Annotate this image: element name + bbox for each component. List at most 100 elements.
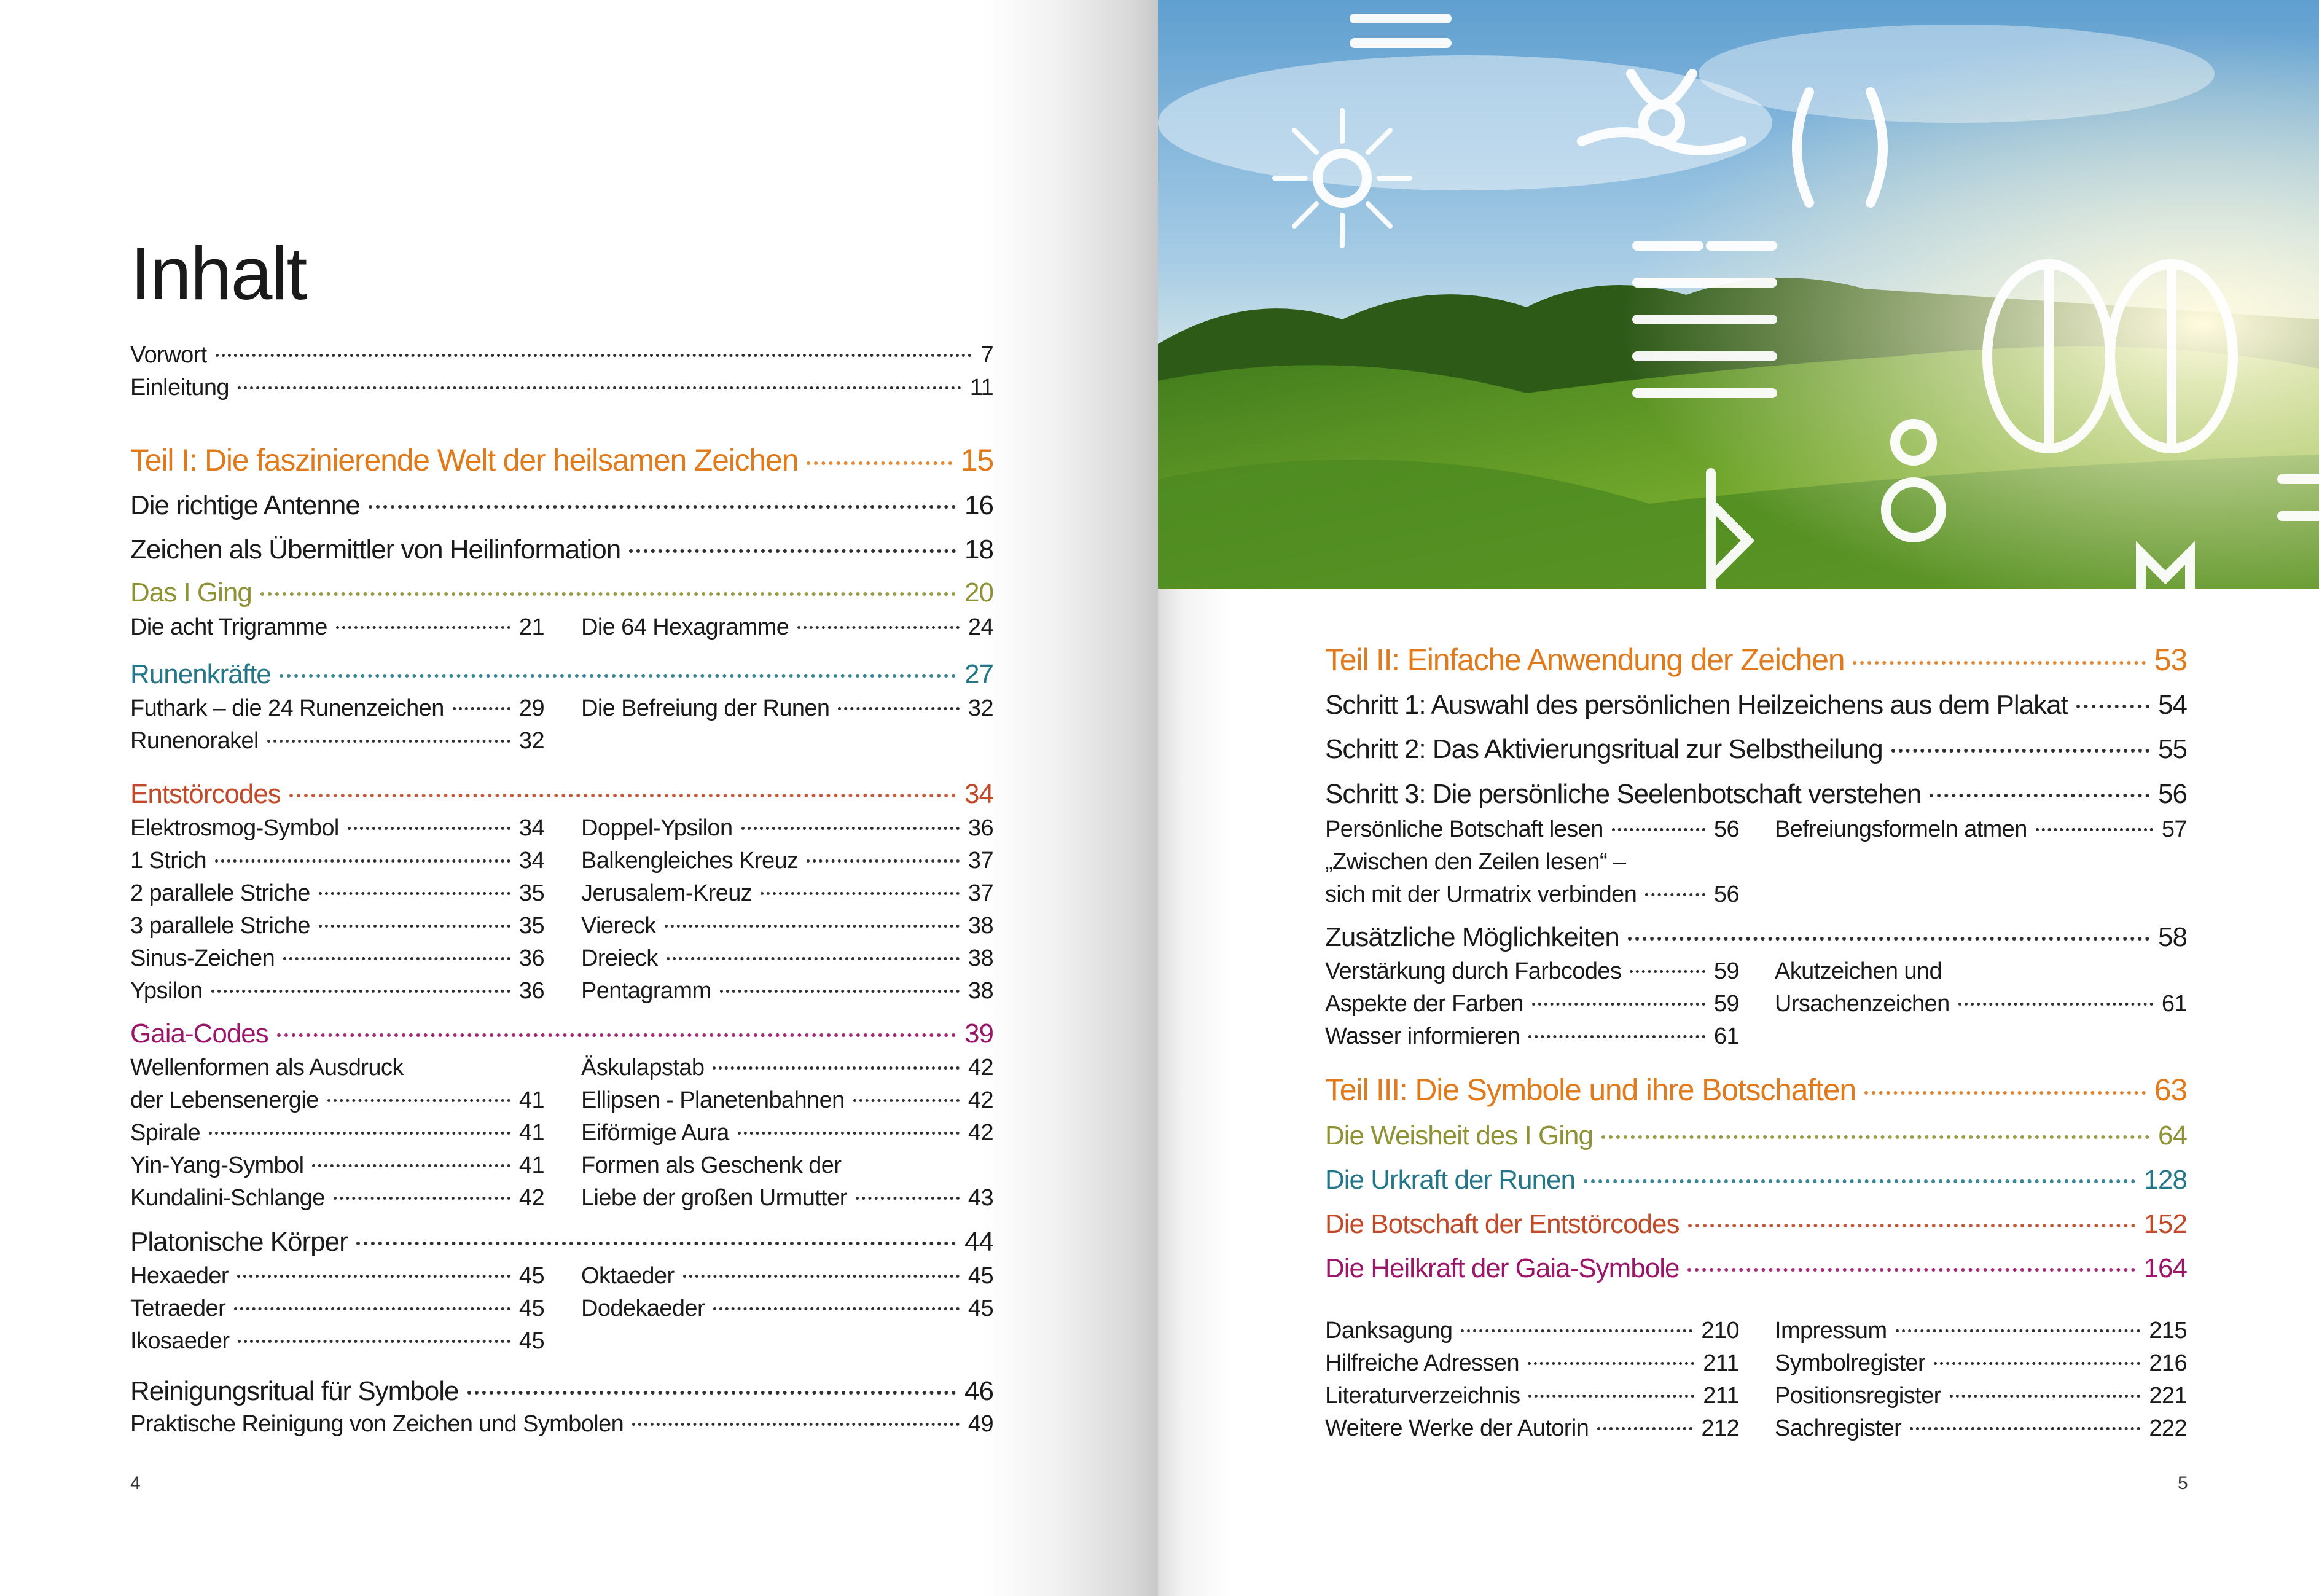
dot-leader <box>368 505 956 509</box>
toc-chapter-urkraft-runen[interactable]: Die Urkraft der Runen 128 <box>1325 1160 2188 1200</box>
entry-page: 38 <box>968 913 994 939</box>
toc-chapter-botschaft-entstoercodes[interactable]: Die Botschaft der Entstörcodes 152 <box>1325 1205 2188 1244</box>
toc-entry[interactable]: Hexaeder 45 <box>130 1260 545 1293</box>
toc-chapter-schritt-3[interactable]: Schritt 3: Die persönliche Seelenbotscha… <box>1325 775 2188 814</box>
entry-page: 35 <box>518 880 545 906</box>
entry-title: Futhark – die 24 Runenzeichen <box>130 695 444 721</box>
toc-entry[interactable]: Äskulapstab 42 <box>581 1052 994 1084</box>
toc-entry[interactable]: Die 64 Hexagramme 24 <box>581 611 994 644</box>
toc-entry[interactable]: Akutzeichen und <box>1775 955 2187 988</box>
toc-entry[interactable]: Ikosaeder 45 <box>130 1325 545 1358</box>
toc-entry[interactable]: Weitere Werke der Autorin 212 <box>1325 1412 1740 1445</box>
toc-entry[interactable]: Formen als Geschenk der <box>581 1149 993 1182</box>
toc-chapter-reinigungsritual[interactable]: Reinigungsritual für Symbole 46 <box>130 1372 994 1411</box>
dot-leader <box>276 1033 956 1037</box>
dot-leader <box>356 1242 956 1245</box>
toc-entry[interactable]: Sachregister 222 <box>1775 1412 2188 1445</box>
toc-chapter-antenne[interactable]: Die richtige Antenne 16 <box>130 486 994 525</box>
toc-part-2[interactable]: Teil II: Einfache Anwendung der Zeichen 5… <box>1325 638 2188 681</box>
entry-page: 36 <box>518 978 545 1004</box>
dot-leader <box>318 892 510 895</box>
toc-entry[interactable]: Wellenformen als Ausdruck <box>130 1052 544 1084</box>
entry-page: 35 <box>518 913 545 939</box>
dot-leader <box>312 1164 510 1167</box>
dot-leader <box>1645 893 1705 896</box>
toc-entry[interactable]: Spirale 41 <box>130 1117 545 1149</box>
dot-leader <box>333 1197 510 1200</box>
toc-chapter-heilkraft-gaia[interactable]: Die Heilkraft der Gaia-Symbole 164 <box>1325 1249 2188 1288</box>
toc-entry[interactable]: Doppel-Ypsilon 36 <box>581 812 994 845</box>
entry-page: 61 <box>1713 1023 1740 1049</box>
toc-entry[interactable]: Impressum 215 <box>1775 1315 2188 1347</box>
dot-leader <box>713 1066 960 1070</box>
entry-page: 20 <box>964 577 994 608</box>
toc-entry[interactable]: der Lebensenergie 41 <box>130 1084 545 1117</box>
toc-entry[interactable]: Befreiungsformeln atmen 57 <box>1775 813 2188 846</box>
toc-entry[interactable]: 2 parallele Striche 35 <box>130 877 545 910</box>
toc-entry[interactable]: Eiförmige Aura 42 <box>581 1117 994 1149</box>
toc-entry[interactable]: Aspekte der Farben 59 <box>1325 988 1740 1020</box>
toc-entry[interactable]: Positionsregister 221 <box>1775 1380 2188 1412</box>
toc-chapter-iging[interactable]: Das I Ging 20 <box>130 573 994 612</box>
toc-entry[interactable]: Praktische Reinigung von Zeichen und Sym… <box>130 1408 994 1441</box>
toc-entry[interactable]: Sinus-Zeichen 36 <box>130 942 545 975</box>
toc-entry[interactable]: Symbolregister 216 <box>1775 1347 2188 1380</box>
dot-leader <box>1910 1427 2141 1430</box>
toc-chapter-entstoercodes[interactable]: Entstörcodes 34 <box>130 775 994 814</box>
toc-entry[interactable]: Yin-Yang-Symbol 41 <box>130 1149 545 1182</box>
dot-leader <box>719 990 960 993</box>
toc-chapter-zusaetzliche-moeglichkeiten[interactable]: Zusätzliche Möglichkeiten 58 <box>1325 918 2188 957</box>
toc-entry[interactable]: Literaturverzeichnis 211 <box>1325 1380 1740 1412</box>
toc-entry[interactable]: 3 parallele Striche 35 <box>130 910 545 942</box>
entry-page: 32 <box>518 728 545 754</box>
toc-entry[interactable]: Tetraeder 45 <box>130 1293 545 1325</box>
toc-entry[interactable]: Oktaeder 45 <box>581 1260 994 1293</box>
entry-page: 56 <box>2158 779 2188 809</box>
toc-chapter-runen[interactable]: Runenkräfte 27 <box>130 655 994 694</box>
toc-entry[interactable]: Verstärkung durch Farbcodes 59 <box>1325 955 1740 988</box>
toc-part-1[interactable]: Teil I: Die faszinierende Welt der heils… <box>130 439 994 482</box>
entry-title: Oktaeder <box>581 1263 675 1289</box>
toc-entry[interactable]: Ypsilon 36 <box>130 975 545 1007</box>
toc-entry[interactable]: Die acht Trigramme 21 <box>130 611 545 644</box>
toc-chapter-weisheit-iging[interactable]: Die Weisheit des I Ging 64 <box>1325 1116 2188 1156</box>
toc-entry[interactable]: Persönliche Botschaft lesen 56 <box>1325 813 1740 846</box>
toc-part-3[interactable]: Teil III: Die Symbole und ihre Botschaft… <box>1325 1068 2188 1111</box>
toc-entry[interactable]: Kundalini-Schlange 42 <box>130 1182 545 1215</box>
toc-entry[interactable]: Die Befreiung der Runen 32 <box>581 692 994 725</box>
entry-title: 1 Strich <box>130 848 207 874</box>
entry-page: 215 <box>2149 1318 2187 1344</box>
dot-leader <box>632 1423 960 1426</box>
toc-entry[interactable]: 1 Strich 34 <box>130 845 545 877</box>
toc-entry[interactable]: Runenorakel 32 <box>130 725 545 757</box>
entry-title: Entstörcodes <box>130 779 281 809</box>
toc-entry[interactable]: Elektrosmog-Symbol 34 <box>130 812 545 845</box>
toc-chapter-zeichen[interactable]: Zeichen als Übermittler von Heilinformat… <box>130 530 994 569</box>
toc-entry[interactable]: Ursachenzeichen 61 <box>1775 988 2188 1020</box>
toc-entry[interactable]: „Zwischen den Zeilen lesen“ – <box>1325 846 1739 878</box>
toc-entry[interactable]: Viereck 38 <box>581 910 994 942</box>
toc-chapter-platonische-koerper[interactable]: Platonische Körper 44 <box>130 1222 994 1262</box>
toc-entry[interactable]: Pentagramm 38 <box>581 975 994 1007</box>
entry-page: 24 <box>968 614 994 640</box>
toc-entry[interactable]: Liebe der großen Urmutter 43 <box>581 1182 994 1215</box>
toc-entry[interactable]: Danksagung 210 <box>1325 1315 1740 1347</box>
entry-page: 64 <box>2158 1121 2188 1151</box>
toc-entry[interactable]: Balkengleiches Kreuz 37 <box>581 845 994 877</box>
toc-entry[interactable]: Futhark – die 24 Runenzeichen 29 <box>130 692 545 725</box>
toc-chapter-gaia-codes[interactable]: Gaia-Codes 39 <box>130 1014 994 1054</box>
entry-page: 36 <box>968 815 994 841</box>
toc-entry[interactable]: sich mit der Urmatrix verbinden 56 <box>1325 878 1740 911</box>
toc-entry-vorwort[interactable]: Vorwort 7 <box>130 339 994 372</box>
toc-entry-einleitung[interactable]: Einleitung 11 <box>130 372 994 404</box>
toc-entry[interactable]: Dodekaeder 45 <box>581 1293 994 1325</box>
toc-entry[interactable]: Wasser informieren 61 <box>1325 1020 1740 1053</box>
toc-entry[interactable]: Dreieck 38 <box>581 942 994 975</box>
toc-chapter-schritt-1[interactable]: Schritt 1: Auswahl des persönlichen Heil… <box>1325 686 2188 725</box>
dot-leader <box>237 1275 510 1278</box>
toc-entry[interactable]: Jerusalem-Kreuz 37 <box>581 877 994 910</box>
toc-chapter-schritt-2[interactable]: Schritt 2: Das Aktivierungsritual zur Se… <box>1325 730 2188 769</box>
entry-title: Hilfreiche Adressen <box>1325 1350 1520 1376</box>
toc-entry[interactable]: Hilfreiche Adressen 211 <box>1325 1347 1740 1380</box>
toc-entry[interactable]: Ellipsen - Planetenbahnen 42 <box>581 1084 994 1117</box>
